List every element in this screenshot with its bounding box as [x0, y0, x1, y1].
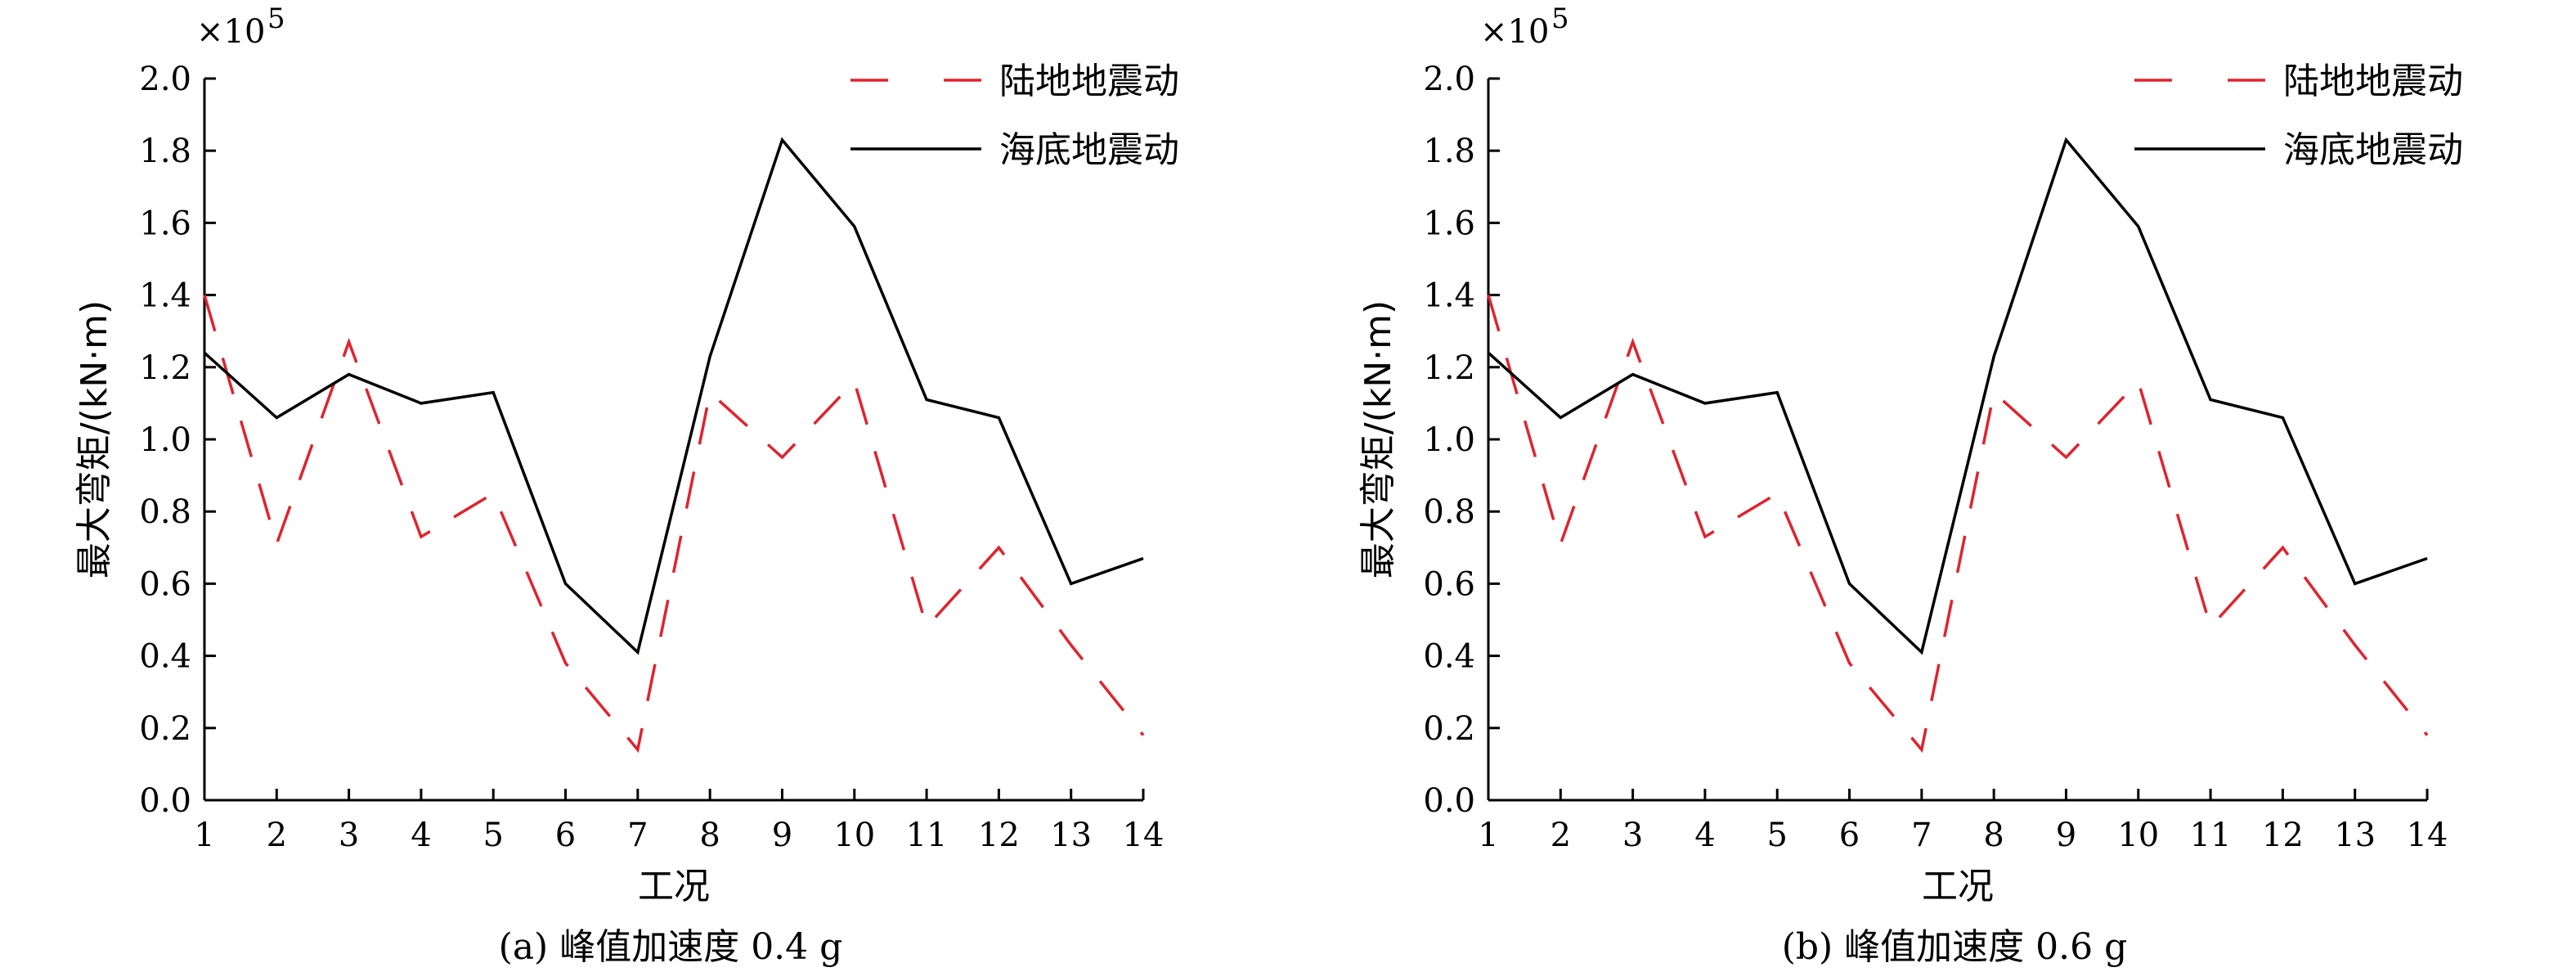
y-tick-label: 2.0	[139, 61, 191, 98]
x-tick-label: 5	[483, 817, 504, 854]
legend-label: 陆地地震动	[2283, 61, 2463, 102]
series-line-land	[1487, 295, 2429, 754]
y-multiplier-exponent: 5	[267, 2, 285, 35]
panel-caption: (a) 峰值加速度 0.4 g	[499, 926, 843, 968]
y-tick-label: 1.6	[1423, 205, 1475, 242]
legend-label: 海底地震动	[999, 129, 1179, 171]
x-tick-label: 2	[267, 817, 287, 854]
y-tick-label: 0.4	[139, 638, 191, 676]
x-tick-label: 11	[2190, 817, 2232, 854]
legend-label: 陆地地震动	[999, 61, 1179, 102]
x-tick-label: 8	[1983, 817, 2004, 854]
series-line-seabed	[1487, 137, 2428, 655]
x-tick-label: 3	[1622, 817, 1643, 854]
x-tick-label: 6	[1839, 817, 1860, 854]
x-tick-label: 14	[2407, 817, 2448, 854]
y-tick-label: 1.4	[1423, 277, 1475, 315]
chart-panel-a: 0.00.20.40.60.81.01.21.41.61.82.01 2 3 4 5 6 7…	[74, 2, 1179, 968]
x-tick-label: 1	[1478, 817, 1498, 854]
x-tick-label: 2	[1551, 817, 1571, 854]
x-tick-label: 5	[1767, 817, 1788, 854]
y-multiplier: ×10	[196, 13, 265, 51]
y-tick-label: 0.4	[1423, 638, 1475, 676]
y-tick-label: 1.0	[139, 421, 191, 459]
x-tick-label: 10	[2117, 817, 2159, 854]
chart-panel-b: 0.00.20.40.60.81.01.21.41.61.82.01 2 3 4 5 6 7…	[1358, 2, 2463, 968]
y-tick-label: 1.4	[139, 277, 191, 315]
x-tick-label: 8	[699, 817, 720, 854]
x-tick-label: 13	[1050, 817, 1092, 854]
x-tick-label: 12	[2262, 817, 2304, 854]
y-tick-label: 1.2	[139, 349, 191, 387]
x-tick-label: 12	[978, 817, 1020, 854]
y-tick-label: 1.0	[1423, 421, 1475, 459]
x-tick-label: 7	[627, 817, 648, 854]
y-tick-label: 0.2	[139, 710, 191, 748]
x-tick-label: 13	[2334, 817, 2376, 854]
x-tick-label: 7	[1911, 817, 1932, 854]
y-tick-label: 0.0	[1423, 782, 1475, 820]
y-axis-title: 最大弯矩/(kN·m)	[1358, 300, 1399, 578]
x-tick-label: 9	[772, 817, 792, 854]
x-tick-label: 14	[1123, 817, 1165, 854]
y-tick-label: 0.2	[1423, 710, 1475, 748]
y-tick-label: 1.2	[1423, 349, 1475, 387]
x-axis-title: 工况	[1922, 866, 1994, 907]
y-axis-title: 最大弯矩/(kN·m)	[74, 300, 115, 578]
y-tick-label: 0.0	[139, 782, 191, 820]
x-tick-label: 11	[906, 817, 948, 854]
legend-label: 海底地震动	[2283, 129, 2463, 171]
x-tick-label: 9	[2056, 817, 2076, 854]
panel-caption: (b) 峰值加速度 0.6 g	[1782, 926, 2128, 968]
y-tick-label: 1.6	[139, 205, 191, 242]
y-tick-label: 0.8	[1423, 493, 1475, 531]
series-line-seabed	[203, 137, 1144, 655]
y-tick-label: 0.6	[1423, 565, 1475, 603]
series-line-land	[203, 295, 1145, 754]
x-axis-title: 工况	[638, 866, 710, 907]
x-tick-label: 1	[194, 817, 214, 854]
x-tick-label: 3	[339, 817, 359, 854]
x-tick-label: 10	[833, 817, 875, 854]
y-multiplier-exponent: 5	[1551, 2, 1569, 35]
y-tick-label: 1.8	[139, 133, 191, 170]
y-tick-label: 0.6	[139, 565, 191, 603]
y-tick-label: 1.8	[1423, 133, 1475, 170]
y-tick-label: 0.8	[139, 493, 191, 531]
x-tick-label: 4	[1694, 817, 1715, 854]
y-tick-label: 2.0	[1423, 61, 1475, 98]
x-tick-label: 6	[555, 817, 576, 854]
y-multiplier: ×10	[1480, 13, 1549, 51]
x-tick-label: 4	[411, 817, 431, 854]
